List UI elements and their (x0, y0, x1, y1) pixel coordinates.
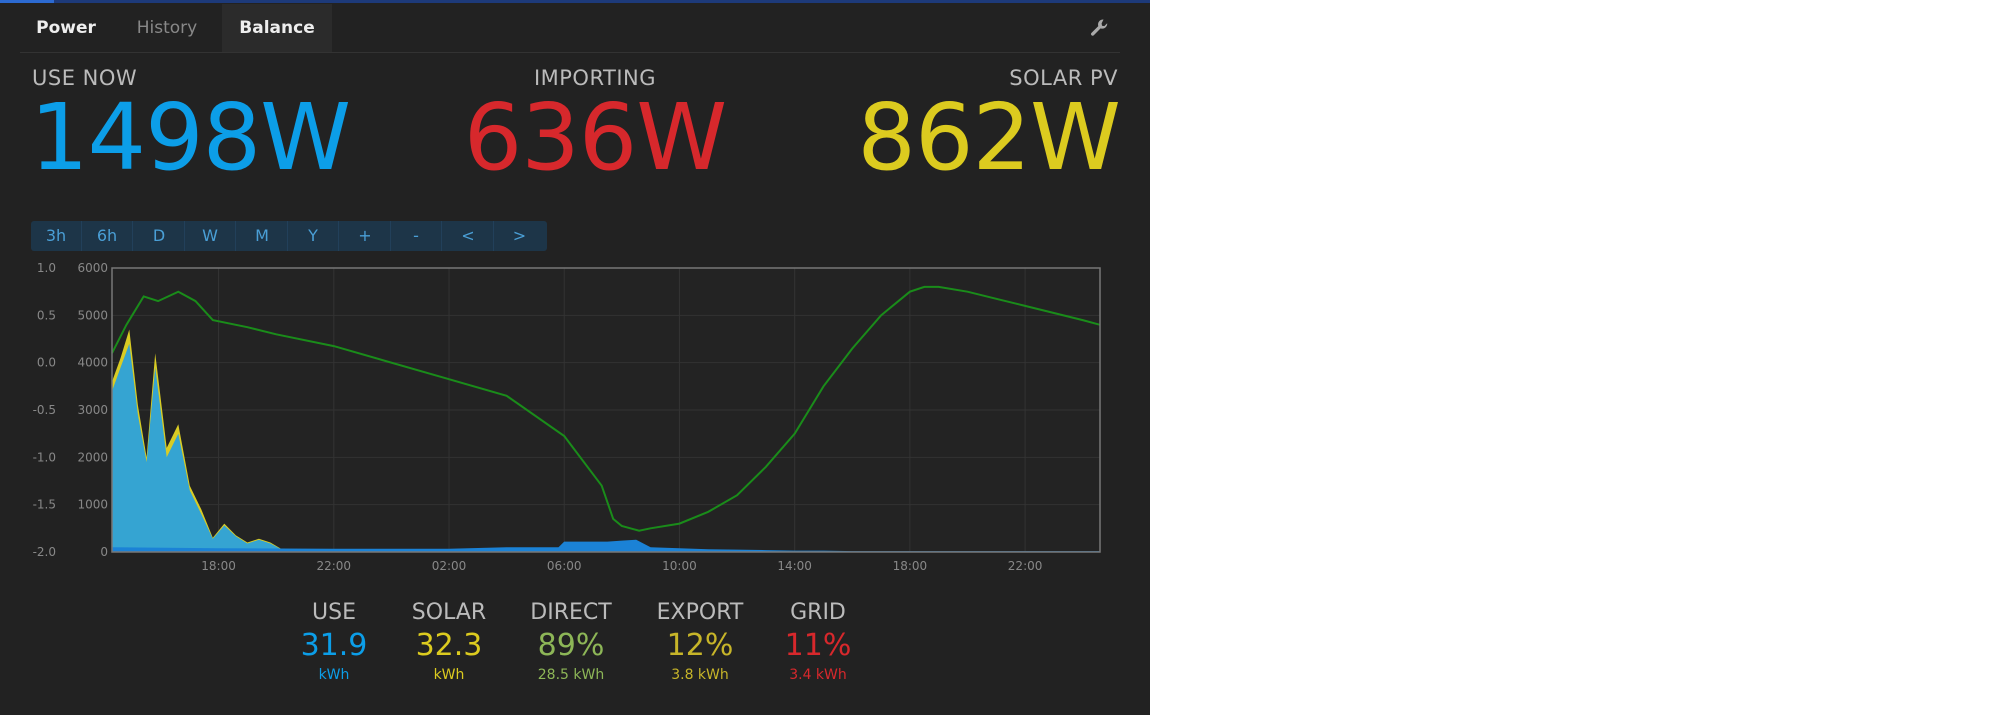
stat-export-sub: 3.8 kWh (671, 667, 729, 683)
stat-export: EXPORT 12% 3.8 kWh (640, 600, 760, 684)
x-tick-label: 18:00 (893, 559, 928, 573)
stat-solar-label: SOLAR (411, 600, 487, 625)
range-3h-button[interactable]: 3h (31, 221, 82, 251)
range-month-button[interactable]: M (237, 221, 288, 251)
solar-pv-value: 862W (857, 84, 1121, 191)
stat-use: USE 31.9 kWh (274, 600, 394, 684)
stat-export-label: EXPORT (656, 600, 744, 625)
y-right-tick-label: 2000 (77, 450, 108, 464)
y-left-tick-label: -1.5 (33, 498, 56, 512)
y-left-tick-label: 1.0 (37, 261, 56, 275)
stat-direct-value: 89% (537, 628, 605, 663)
stat-solar-value: 32.3 (415, 628, 483, 663)
time-range-buttons: 3h 6h D W M Y + - < > (31, 221, 547, 251)
importing-label: IMPORTING (533, 66, 657, 90)
y-right-tick-label: 3000 (77, 403, 108, 417)
y-right-tick-label: 5000 (77, 308, 108, 322)
x-tick-label: 06:00 (547, 559, 582, 573)
stat-use-value: 31.9 (300, 628, 368, 663)
y-left-tick-label: -0.5 (33, 403, 56, 417)
stat-grid: GRID 11% 3.4 kWh (758, 600, 878, 684)
tab-history[interactable]: History (136, 18, 198, 38)
stat-grid-value: 11% (784, 628, 852, 663)
use-now-label: USE NOW (32, 66, 138, 90)
range-6h-button[interactable]: 6h (82, 221, 133, 251)
y-left-tick-label: 0.5 (37, 308, 56, 322)
range-day-button[interactable]: D (134, 221, 185, 251)
y-right-tick-label: 1000 (77, 498, 108, 512)
plot-frame (111, 267, 1101, 553)
stat-grid-label: GRID (790, 600, 846, 625)
stat-solar-sub: kWh (433, 667, 465, 683)
zoom-in-button[interactable]: + (340, 221, 391, 251)
y-left-tick-label: 0.0 (37, 356, 56, 370)
y-right-tick-label: 4000 (77, 356, 108, 370)
range-year-button[interactable]: Y (288, 221, 339, 251)
y-right-tick-label: 6000 (77, 261, 108, 275)
range-week-button[interactable]: W (185, 221, 236, 251)
stat-direct-label: DIRECT (530, 600, 612, 625)
chart-grid (112, 268, 1100, 552)
pan-right-button[interactable]: > (512, 226, 527, 245)
stat-direct-sub: 28.5 kWh (537, 667, 605, 683)
app-window: Power History Balance USE NOW 1498W IMPO… (0, 0, 1150, 715)
chart-series (111, 285, 1101, 552)
stat-use-sub: kWh (318, 667, 350, 683)
x-tick-label: 18:00 (201, 559, 236, 573)
y-right-tick-label: 0 (100, 545, 108, 559)
chart-axes: 6000 1.0 5000 0.5 4000 0.0 3000 -0.5 2000 -1.0 100… (33, 261, 1101, 573)
pan-left-button[interactable]: < (443, 221, 494, 251)
y-left-tick-label: -2.0 (33, 545, 56, 559)
use-now-value: 1498W (30, 84, 351, 191)
solar-pv-label: SOLAR PV (1009, 66, 1118, 90)
area-series-2 (112, 539, 1100, 552)
top-accent-highlight (0, 0, 54, 3)
stat-grid-sub: 3.4 kWh (789, 667, 847, 683)
importing-value: 636W (463, 84, 728, 191)
stat-export-value: 12% (666, 628, 734, 663)
stat-use-label: USE (312, 600, 356, 625)
power-balance-chart[interactable]: 6000 1.0 5000 0.5 4000 0.0 3000 -0.5 2000 -1.0 100… (20, 258, 1130, 578)
x-tick-label: 22:00 (1008, 559, 1043, 573)
zoom-out-button[interactable]: - (391, 221, 442, 251)
x-tick-label: 14:00 (777, 559, 812, 573)
wrench-icon[interactable] (1088, 16, 1112, 40)
tab-power[interactable]: Power (36, 18, 96, 38)
stat-direct: DIRECT 89% 28.5 kWh (511, 600, 631, 684)
x-tick-label: 02:00 (432, 559, 467, 573)
stat-solar: SOLAR 32.3 kWh (389, 600, 509, 684)
line-series-3 (111, 285, 1101, 532)
top-nav: Power History Balance (20, 4, 1120, 53)
x-tick-label: 22:00 (316, 559, 351, 573)
top-accent-bar (0, 0, 1150, 3)
x-tick-label: 10:00 (662, 559, 697, 573)
y-left-tick-label: -1.0 (33, 450, 56, 464)
tab-balance[interactable]: Balance (222, 4, 332, 52)
